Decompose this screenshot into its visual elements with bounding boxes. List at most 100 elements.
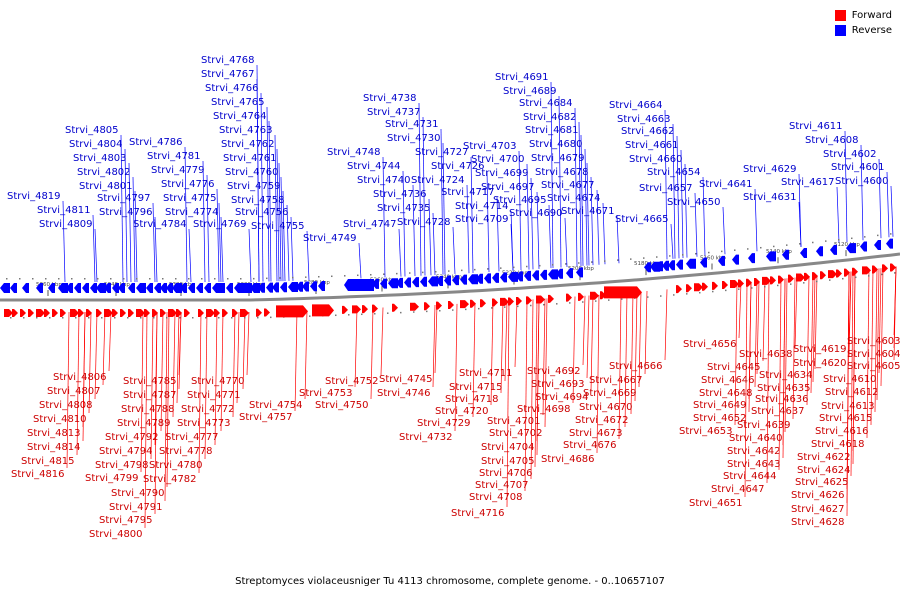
reverse-gene-leader bbox=[268, 120, 272, 282]
reverse-gene-arrow bbox=[782, 249, 789, 260]
reverse-gene-label: Strvi_4730 bbox=[387, 133, 441, 144]
reverse-gene-arrow bbox=[540, 269, 547, 280]
forward-gene-arrow bbox=[4, 309, 13, 317]
reverse-gene-arrow bbox=[452, 275, 459, 286]
forward-gene-arrow bbox=[152, 309, 158, 317]
forward-gene-arrow bbox=[516, 297, 522, 306]
reverse-gene-label: Strvi_4768 bbox=[201, 55, 255, 66]
backbone-dot bbox=[10, 317, 12, 319]
reverse-gene-arrow bbox=[444, 275, 451, 286]
forward-gene-label: Strvi_4729 bbox=[417, 418, 471, 429]
reverse-gene-arrow bbox=[204, 283, 211, 293]
reverse-gene-leader bbox=[382, 156, 386, 278]
backbone-dot bbox=[114, 317, 116, 319]
backbone-dot bbox=[617, 259, 619, 261]
forward-gene-label: Strvi_4816 bbox=[11, 469, 65, 480]
forward-gene-label: Strvi_4628 bbox=[791, 517, 845, 528]
forward-gene-leader bbox=[490, 301, 494, 406]
reverse-gene-label: Strvi_4736 bbox=[373, 189, 427, 200]
reverse-gene-label: Strvi_4680 bbox=[529, 139, 583, 150]
reverse-gene-label: Strvi_4601 bbox=[831, 162, 885, 173]
backbone-dot bbox=[426, 310, 428, 313]
forward-gene-leader bbox=[880, 267, 884, 387]
reverse-gene-arrow bbox=[280, 282, 287, 293]
backbone-dot bbox=[370, 274, 372, 276]
forward-gene-arrow bbox=[852, 267, 858, 276]
forward-gene-leader bbox=[454, 303, 458, 432]
reverse-gene-leader bbox=[590, 176, 594, 266]
reverse-gene-arrow bbox=[218, 283, 225, 293]
reverse-gene-arrow bbox=[66, 283, 73, 293]
backbone-dot bbox=[257, 316, 259, 319]
forward-gene-label: Strvi_4672 bbox=[575, 415, 629, 426]
reverse-gene-leader bbox=[422, 116, 426, 276]
reverse-gene-leader bbox=[836, 186, 840, 243]
forward-swatch bbox=[834, 10, 846, 21]
forward-gene-leader bbox=[94, 311, 98, 400]
backbone-dot bbox=[825, 240, 827, 242]
forward-gene-arrow bbox=[812, 272, 818, 281]
forward-gene-leader bbox=[204, 311, 208, 460]
reverse-gene-label: Strvi_4738 bbox=[363, 93, 417, 104]
reverse-gene-label: Strvi_4657 bbox=[639, 183, 693, 194]
reverse-gene-leader bbox=[536, 191, 540, 269]
reverse-gene-label: Strvi_4629 bbox=[743, 164, 797, 175]
reverse-gene-arrow bbox=[650, 261, 660, 272]
forward-gene-leader bbox=[178, 311, 182, 390]
forward-gene-label: Strvi_4745 bbox=[379, 374, 433, 385]
backbone-dot bbox=[877, 234, 879, 237]
forward-gene-leader bbox=[166, 311, 170, 488]
reverse-gene-leader bbox=[266, 106, 270, 282]
forward-gene-leader bbox=[874, 268, 878, 413]
reverse-gene-leader bbox=[510, 223, 514, 271]
reverse-gene-leader bbox=[440, 128, 444, 275]
backbone-dot bbox=[318, 275, 320, 278]
forward-gene-label: Strvi_4808 bbox=[39, 400, 93, 411]
reverse-gene-label: Strvi_4804 bbox=[69, 139, 123, 150]
forward-gene-label: Strvi_4686 bbox=[541, 454, 595, 465]
forward-gene-leader bbox=[852, 271, 856, 465]
backbone-dot bbox=[760, 246, 762, 249]
forward-gene-label: Strvi_4702 bbox=[489, 428, 543, 439]
kbp-tick-label: 5120 kbp bbox=[834, 242, 860, 248]
reverse-gene-label: Strvi_4709 bbox=[455, 214, 509, 225]
forward-gene-arrow bbox=[828, 270, 837, 279]
reverse-gene-label: Strvi_4809 bbox=[39, 219, 93, 230]
forward-gene-arrow bbox=[548, 294, 554, 303]
forward-gene-arrow bbox=[36, 309, 45, 317]
forward-gene-arrow bbox=[392, 303, 398, 312]
legend-reverse: Reverse bbox=[834, 23, 892, 38]
forward-gene-label: Strvi_4645 bbox=[707, 362, 761, 373]
backbone-dot bbox=[656, 256, 658, 258]
reverse-gene-label: Strvi_4759 bbox=[227, 181, 281, 192]
kbp-tick-label: 5360 kbp bbox=[36, 282, 62, 288]
forward-gene-label: Strvi_4646 bbox=[701, 375, 755, 386]
backbone-dot bbox=[582, 301, 584, 303]
reverse-gene-leader bbox=[358, 242, 362, 279]
reverse-gene-label: Strvi_4762 bbox=[221, 139, 275, 150]
forward-gene-arrow bbox=[52, 309, 58, 317]
backbone-dot bbox=[864, 236, 866, 238]
backbone-dot bbox=[175, 278, 177, 280]
reverse-gene-label: Strvi_4765 bbox=[211, 97, 265, 108]
forward-gene-arrow bbox=[160, 309, 166, 317]
reverse-gene-arrow bbox=[676, 259, 683, 270]
forward-gene-leader bbox=[756, 281, 760, 375]
forward-gene-arrow bbox=[184, 309, 190, 317]
reverse-gene-label: Strvi_4681 bbox=[525, 125, 579, 136]
backbone-dot bbox=[751, 287, 753, 289]
chromosome-backbone bbox=[0, 252, 900, 302]
backbone-dot bbox=[452, 309, 454, 311]
reverse-gene-leader bbox=[890, 185, 894, 237]
forward-gene-arrow-large bbox=[276, 305, 308, 318]
reverse-gene-arrow bbox=[272, 282, 279, 293]
reverse-gene-leader bbox=[120, 134, 124, 283]
reverse-gene-label: Strvi_4684 bbox=[519, 98, 573, 109]
reverse-gene-leader bbox=[586, 162, 590, 266]
reverse-gene-arrow bbox=[36, 283, 43, 293]
forward-gene-label: Strvi_4701 bbox=[487, 416, 541, 427]
reverse-gene-leader bbox=[550, 81, 554, 269]
reverse-gene-arrow bbox=[524, 270, 531, 281]
reverse-gene-labels: Strvi_4819 Strvi_4811 Strvi_4809 Strvi_4805… bbox=[7, 55, 889, 244]
